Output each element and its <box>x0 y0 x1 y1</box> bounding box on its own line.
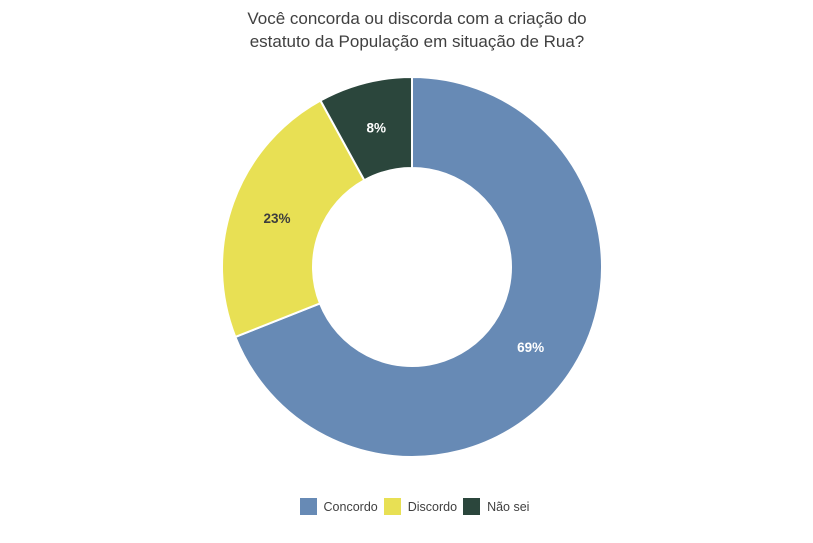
pie-slice-nao-sei <box>319 76 413 182</box>
legend-label-nao-sei: Não sei <box>487 499 530 514</box>
legend-swatch-discordo <box>383 498 401 515</box>
pie-slice-concordo <box>234 76 603 458</box>
chart-title: Você concorda ou discorda com a criação … <box>247 9 587 51</box>
legend-swatch-nao-sei <box>463 498 481 515</box>
legend-item-discordo: Discordo <box>383 498 458 515</box>
legend-label-concordo: Concordo <box>323 499 378 514</box>
legend-item-concordo: Concordo <box>299 498 378 515</box>
legend-item-nao-sei: Não sei <box>463 498 529 515</box>
slice-label-discordo: 23% <box>263 211 290 226</box>
legend-label-discordo: Discordo <box>407 499 458 514</box>
slice-label-concordo: 69% <box>517 340 544 355</box>
legend-swatch-concordo <box>299 498 317 515</box>
slice-label-nao-sei: 8% <box>367 121 387 136</box>
pie-slice-discordo <box>221 99 366 338</box>
legend: Concordo Discordo Não sei <box>8 498 813 515</box>
